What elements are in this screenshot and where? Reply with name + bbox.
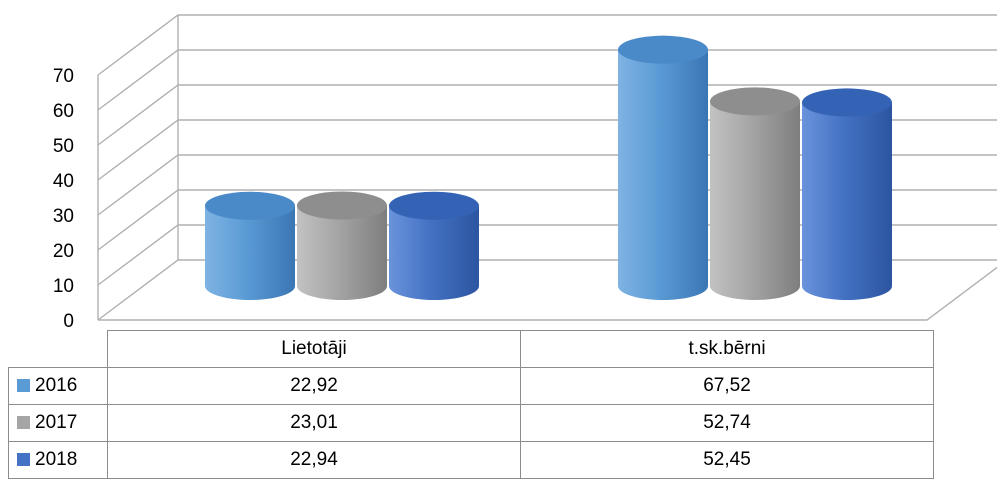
data-table-row-2016: 2016 22,92 67,52 xyxy=(8,367,934,405)
bar-2018-1 xyxy=(802,88,892,300)
bar-2016-0 xyxy=(205,191,295,300)
bar-2017-0 xyxy=(297,191,387,300)
category-label-1: t.sk.bērni xyxy=(520,330,934,368)
legend-label-2018: 2018 xyxy=(35,449,78,470)
legend-key-2016 xyxy=(17,379,30,392)
bar-2016-1 xyxy=(618,35,708,301)
bar-2018-0 xyxy=(389,191,479,300)
legend-entry-2018: 2018 xyxy=(8,441,108,479)
data-table-header-row: Lietotāji t.sk.bērni xyxy=(8,330,934,368)
data-label-2016-berni: 67,52 xyxy=(520,367,934,405)
data-table-corner xyxy=(8,330,108,368)
y-tick-label: 50 xyxy=(53,136,74,157)
data-table-row-2018: 2018 22,94 52,45 xyxy=(8,441,934,479)
y-tick-label: 10 xyxy=(53,276,74,297)
data-label-2018-berni: 52,45 xyxy=(520,441,934,479)
data-table-row-2017: 2017 23,01 52,74 xyxy=(8,404,934,442)
data-label-2018-lietotaji: 22,94 xyxy=(107,441,521,479)
bar-2017-1 xyxy=(710,87,800,300)
category-label-0: Lietotāji xyxy=(107,330,521,368)
chart-plot-area: 0 10 20 30 40 50 60 70 xyxy=(53,14,997,330)
legend-entry-2017: 2017 xyxy=(8,404,108,442)
y-tick-label: 0 xyxy=(63,311,74,330)
legend-label-2016: 2016 xyxy=(35,375,78,396)
y-axis-ticks: 0 10 20 30 40 50 60 70 xyxy=(53,66,74,330)
gridline xyxy=(97,49,997,111)
y-tick-label: 60 xyxy=(53,101,74,122)
bars xyxy=(205,35,892,301)
y-tick-label: 70 xyxy=(53,66,74,87)
data-label-2016-lietotaji: 22,92 xyxy=(107,367,521,405)
legend-key-2017 xyxy=(17,416,30,429)
legend-key-2018 xyxy=(17,453,30,466)
y-tick-label: 40 xyxy=(53,171,74,192)
data-label-2017-berni: 52,74 xyxy=(520,404,934,442)
gridline xyxy=(97,14,997,76)
legend-entry-2016: 2016 xyxy=(8,367,108,405)
y-tick-label: 30 xyxy=(53,206,74,227)
y-tick-label: 20 xyxy=(53,241,74,262)
gridline xyxy=(97,84,997,146)
data-label-2017-lietotaji: 23,01 xyxy=(107,404,521,442)
legend-label-2017: 2017 xyxy=(35,412,78,433)
gridlines xyxy=(97,14,997,321)
data-table: Lietotāji t.sk.bērni 2016 22,92 67,52 20… xyxy=(8,330,934,479)
